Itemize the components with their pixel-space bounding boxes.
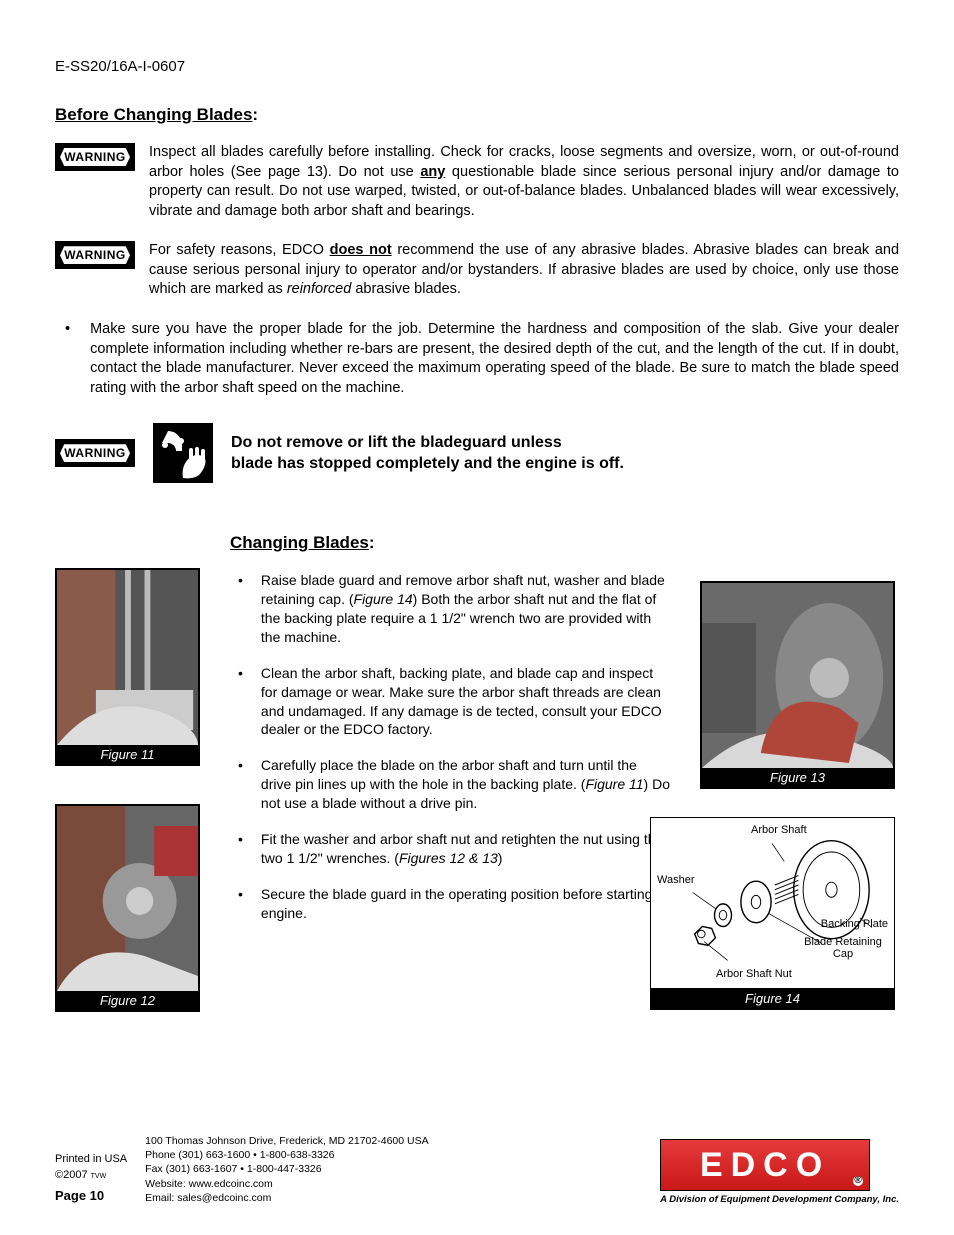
warning-label: WARNING <box>64 248 126 262</box>
title-colon: : <box>252 105 258 124</box>
figure-14-diagram: Arbor Shaft Washer Backing Plate Blade R… <box>650 817 895 989</box>
address-line: 100 Thomas Johnson Drive, Frederick, MD … <box>145 1134 428 1148</box>
page: E-SS20/16A-I-0607 Before Changing Blades… <box>0 0 954 1235</box>
warning-block-2: WARNING For safety reasons, EDCO does no… <box>55 241 899 300</box>
big-warning-row: WARNING Do not remove or lift the bladeg… <box>55 423 899 483</box>
bullet-icon: • <box>238 664 243 740</box>
warning-label: WARNING <box>64 150 126 164</box>
figure-13-image <box>702 583 893 768</box>
list-item: •Raise blade guard and remove arbor shaf… <box>230 571 670 647</box>
warning-icon: WARNING <box>55 241 135 269</box>
address-line: Fax (301) 663-1607 • 1-800-447-3326 <box>145 1162 428 1176</box>
step-text: Clean the arbor shaft, backing plate, an… <box>261 664 670 740</box>
step-text: Secure the blade guard in the operating … <box>261 885 670 923</box>
warning-icon: WARNING <box>55 143 135 171</box>
changing-blades-section: Figure 11 Figure 12 Changin <box>55 533 899 1012</box>
step-list: •Raise blade guard and remove arbor shaf… <box>230 571 670 922</box>
right-figure-column: Figure 13 <box>700 581 895 1010</box>
gear-hand-icon <box>153 423 213 483</box>
address-line: Email: sales@edcoinc.com <box>145 1191 428 1205</box>
bullet-icon: • <box>238 756 243 813</box>
figure-13-caption: Figure 13 <box>702 768 893 787</box>
step-text: Carefully place the blade on the arbor s… <box>261 756 670 813</box>
figure-11-caption: Figure 11 <box>57 745 198 764</box>
figure-14-caption: Figure 14 <box>650 989 895 1010</box>
warning-icon: WARNING <box>55 439 135 467</box>
footer-address: 100 Thomas Johnson Drive, Frederick, MD … <box>145 1134 428 1205</box>
printed-in: Printed in USA <box>55 1151 127 1168</box>
list-item: • Fit the washer and arbor shaft nut and … <box>230 830 670 868</box>
left-figure-column: Figure 11 Figure 12 <box>55 568 200 1012</box>
warning-text-1: Inspect all blades carefully before inst… <box>149 143 899 221</box>
address-line: Website: www.edcoinc.com <box>145 1177 428 1191</box>
figure-11-image <box>57 570 198 745</box>
title-colon: : <box>369 533 375 552</box>
steps-column: Changing Blades: •Raise blade guard and … <box>230 533 670 939</box>
figure-12-caption: Figure 12 <box>57 991 198 1010</box>
edco-logo: EDCO <box>660 1139 870 1191</box>
bullet-icon: • <box>65 320 70 398</box>
diagram-label-retaining-cap: Blade Retaining Cap <box>798 936 888 960</box>
warning-text-2: For safety reasons, EDCO does not recomm… <box>149 241 899 300</box>
list-item: •Clean the arbor shaft, backing plate, a… <box>230 664 670 740</box>
copyright: ©2007 TVW <box>55 1167 127 1184</box>
step-text: Raise blade guard and remove arbor shaft… <box>261 571 670 647</box>
bullet-icon: • <box>238 571 243 647</box>
diagram-label-arbor-shaft: Arbor Shaft <box>751 824 807 836</box>
bullet-paragraph: • Make sure you have the proper blade fo… <box>55 320 899 398</box>
list-item: • Carefully place the blade on the arbor … <box>230 756 670 813</box>
section-title-changing: Changing Blades: <box>230 533 670 553</box>
big-warning-text: Do not remove or lift the bladeguard unl… <box>231 432 624 475</box>
footer-logo-box: EDCO A Division of Equipment Development… <box>660 1139 899 1205</box>
figure-11: Figure 11 <box>55 568 200 766</box>
warning-label: WARNING <box>64 446 126 460</box>
figure-12-image <box>57 806 198 991</box>
bullet-text: Make sure you have the proper blade for … <box>90 320 899 398</box>
diagram-label-nut: Arbor Shaft Nut <box>716 968 792 980</box>
page-footer: Printed in USA ©2007 TVW Page 10 100 Tho… <box>55 1134 899 1205</box>
figure-14: Arbor Shaft Washer Backing Plate Blade R… <box>650 817 895 1010</box>
title-underline: Changing Blades <box>230 533 369 552</box>
section-title-before: Before Changing Blades: <box>55 105 899 125</box>
figure-13: Figure 13 <box>700 581 895 789</box>
step-text: Fit the washer and arbor shaft nut and r… <box>261 830 670 868</box>
document-id: E-SS20/16A-I-0607 <box>55 58 899 75</box>
list-item: • Secure the blade guard in the operating… <box>230 885 670 923</box>
bullet-icon: • <box>238 885 243 923</box>
address-line: Phone (301) 663-1600 • 1-800-638-3326 <box>145 1148 428 1162</box>
bullet-icon: • <box>238 830 243 868</box>
figure-12: Figure 12 <box>55 804 200 1012</box>
diagram-label-washer: Washer <box>657 874 695 886</box>
title-underline: Before Changing Blades <box>55 105 252 124</box>
logo-subtitle: A Division of Equipment Development Comp… <box>660 1194 899 1205</box>
diagram-label-backing-plate: Backing Plate <box>821 918 888 930</box>
footer-left: Printed in USA ©2007 TVW Page 10 100 Tho… <box>55 1134 429 1205</box>
footer-meta: Printed in USA ©2007 TVW Page 10 <box>55 1151 127 1206</box>
warning-block-1: WARNING Inspect all blades carefully bef… <box>55 143 899 221</box>
page-number: Page 10 <box>55 1186 127 1206</box>
